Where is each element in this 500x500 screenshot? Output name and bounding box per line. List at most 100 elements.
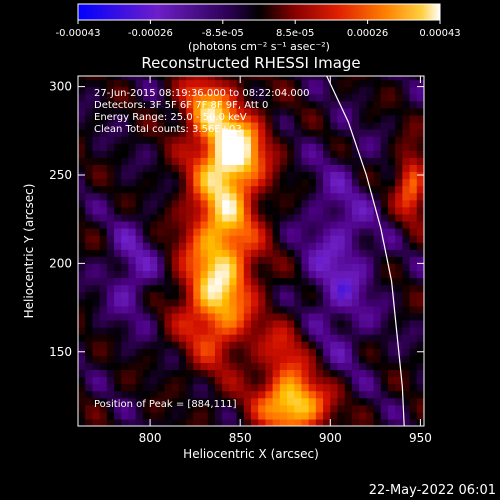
heatmap-cell (373, 390, 382, 399)
heatmap-cell (366, 362, 375, 371)
heatmap-cell (402, 150, 411, 158)
heatmap-cell (164, 86, 173, 95)
colorbar-tick-label: -8.5e-05 (202, 28, 244, 39)
heatmap-cell (78, 334, 86, 342)
heatmap-cell (373, 263, 382, 272)
heatmap-cell (351, 129, 360, 137)
heatmap-cell (186, 213, 194, 222)
heatmap-cell (395, 228, 403, 236)
heatmap-cell (78, 121, 86, 130)
colorbar-tick-label: 0.00026 (347, 28, 388, 39)
heatmap-cell (92, 220, 101, 229)
heatmap-cell (186, 235, 194, 243)
heatmap-cell (243, 418, 252, 426)
heatmap-cell (265, 100, 274, 109)
heatmap-cell (294, 369, 303, 378)
heatmap-cell (236, 411, 245, 420)
heatmap-cell (150, 100, 158, 109)
heatmap-cell (99, 93, 108, 102)
heatmap-cell (380, 93, 389, 102)
heatmap-cell (200, 355, 209, 363)
heatmap-cell (193, 150, 202, 158)
heatmap-cell (135, 362, 144, 371)
heatmap-cell (373, 199, 382, 208)
heatmap-cell (92, 284, 101, 293)
heatmap-cell (186, 129, 194, 137)
heatmap-cell (359, 369, 367, 378)
heatmap-cell (150, 256, 158, 264)
heatmap-cell (387, 100, 396, 109)
heatmap-cell (150, 242, 158, 250)
heatmap-cell (229, 213, 238, 222)
heatmap-cell (243, 164, 252, 173)
heatmap-cell (207, 199, 216, 208)
heatmap-cell (135, 319, 144, 328)
heatmap-cell (287, 348, 295, 356)
heatmap-cell (279, 284, 288, 293)
heatmap-cell (214, 206, 223, 215)
heatmap-cell (78, 404, 86, 413)
heatmap-cell (272, 136, 281, 144)
heatmap-cell (301, 199, 310, 208)
heatmap-cell (114, 192, 122, 201)
heatmap-cell (395, 121, 403, 130)
heatmap-cell (128, 376, 137, 385)
heatmap-cell (265, 355, 274, 363)
heatmap-cell (387, 319, 396, 328)
heatmap-cell (387, 220, 396, 229)
heatmap-cell (171, 242, 180, 250)
heatmap-cell (214, 270, 223, 279)
heatmap-cell (150, 136, 158, 144)
heatmap-cell (150, 418, 158, 426)
heatmap-cell (92, 256, 101, 264)
heatmap-cell (380, 312, 389, 321)
heatmap-cell (380, 397, 389, 406)
heatmap-cell (272, 404, 281, 413)
heatmap-cell (387, 213, 396, 222)
heatmap-cell (287, 76, 295, 81)
heatmap-cell (85, 164, 94, 173)
heatmap-cell (323, 383, 331, 392)
heatmap-cell (178, 277, 187, 286)
heatmap-cell (207, 143, 216, 151)
heatmap-cell (178, 362, 187, 371)
heatmap-cell (178, 319, 187, 328)
heatmap-cell (229, 411, 238, 420)
heatmap-cell (366, 228, 375, 236)
heatmap-cell (85, 334, 94, 342)
heatmap-cell (114, 235, 122, 243)
heatmap-cell (106, 249, 115, 257)
heatmap-cell (236, 220, 245, 229)
heatmap-cell (330, 404, 339, 413)
heatmap-cell (243, 284, 252, 293)
heatmap-cell (214, 185, 223, 194)
heatmap-cell (402, 383, 411, 392)
heatmap-cell (387, 185, 396, 194)
heatmap-cell (85, 76, 94, 81)
heatmap-cell (142, 355, 151, 363)
heatmap-cell (272, 411, 281, 420)
heatmap-cell (251, 93, 259, 102)
heatmap-cell (251, 277, 259, 286)
heatmap-cell (207, 79, 216, 88)
heatmap-cell (142, 270, 151, 279)
heatmap-cell (272, 390, 281, 399)
heatmap-cell (121, 199, 130, 208)
heatmap-cell (330, 157, 339, 165)
heatmap-cell (330, 171, 339, 180)
heatmap-cell (387, 150, 396, 158)
heatmap-cell (258, 242, 267, 250)
heatmap-cell (186, 341, 194, 349)
heatmap-cell (243, 206, 252, 215)
heatmap-cell (294, 107, 303, 116)
heatmap-cell (308, 263, 317, 272)
heatmap-cell (78, 136, 86, 144)
heatmap-cell (236, 185, 245, 194)
heatmap-cell (150, 334, 158, 342)
heatmap-cell (279, 143, 288, 151)
heatmap-cell (301, 362, 310, 371)
heatmap-cell (373, 397, 382, 406)
heatmap-cell (315, 305, 324, 314)
heatmap-cell (258, 136, 267, 144)
heatmap-cell (121, 192, 130, 201)
